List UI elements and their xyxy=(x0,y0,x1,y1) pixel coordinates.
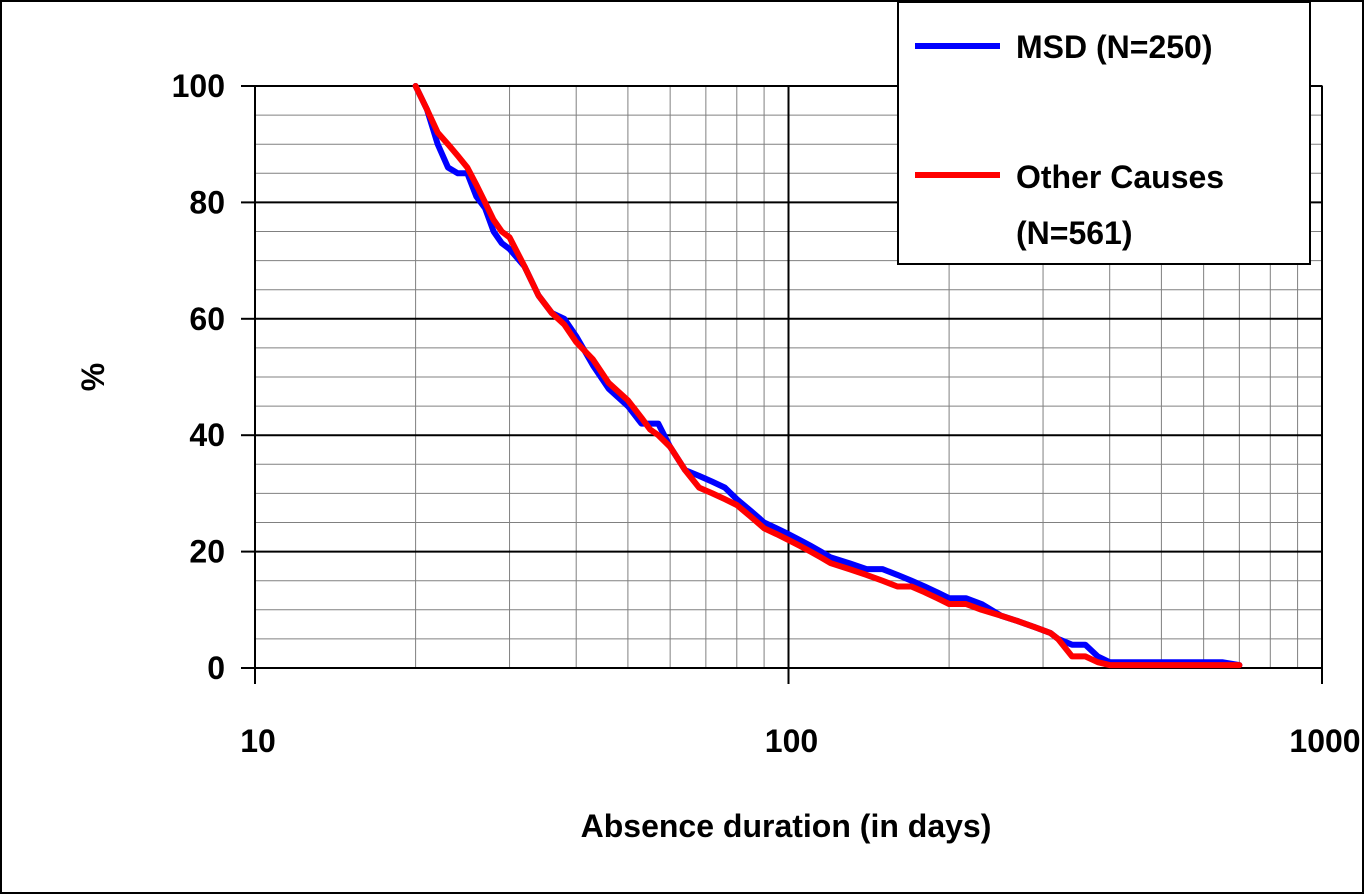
y-tick-label: 0 xyxy=(207,650,225,686)
y-tick-label: 40 xyxy=(189,417,225,453)
y-tick-label: 80 xyxy=(189,184,225,220)
x-tick-label: 10 xyxy=(240,723,276,759)
y-tick-label: 20 xyxy=(189,534,225,570)
y-axis-title: % xyxy=(75,363,111,391)
x-axis-title: Absence duration (in days) xyxy=(581,808,992,844)
y-tick-label: 60 xyxy=(189,301,225,337)
legend-label-other-line2: (N=561) xyxy=(1016,215,1133,251)
x-tick-label: 100 xyxy=(765,723,818,759)
y-tick-labels: 0 20 40 60 80 100 xyxy=(172,68,225,686)
x-tick-labels: 10 100 1000 xyxy=(240,723,1360,759)
legend-label-other-line1: Other Causes xyxy=(1016,159,1224,195)
series-layer xyxy=(412,83,1243,669)
legend: MSD (N=250) Other Causes (N=561) xyxy=(897,1,1311,265)
legend-label-msd: MSD (N=250) xyxy=(1016,29,1213,65)
y-tick-label: 100 xyxy=(172,68,225,104)
series-line-1 xyxy=(412,83,1243,669)
x-tick-label: 1000 xyxy=(1289,723,1360,759)
